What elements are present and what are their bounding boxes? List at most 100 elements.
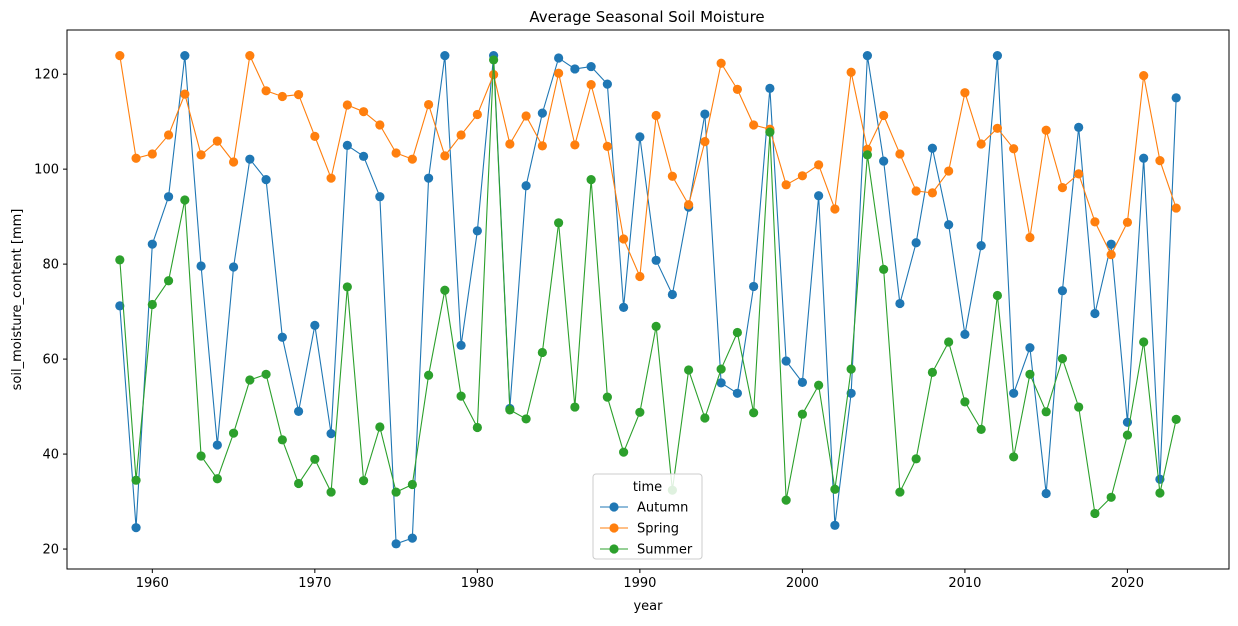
- series-line-autumn: [119, 55, 1177, 545]
- axes: 1960 1970 1980 1990 2000 2010 2020204060801001…: [34, 68, 1144, 591]
- data-point-summer: [115, 255, 125, 265]
- y-tick-label: 60: [42, 353, 59, 368]
- legend-label: Spring: [637, 522, 679, 537]
- y-tick-label: 100: [34, 163, 59, 178]
- x-tick-label: 2000: [786, 576, 819, 591]
- data-point-spring: [1025, 232, 1035, 243]
- data-point-summer: [992, 290, 1003, 301]
- data-point-spring: [976, 139, 986, 149]
- data-point-autumn: [1106, 239, 1116, 249]
- data-point-summer: [732, 327, 742, 338]
- data-point-summer: [424, 370, 434, 380]
- data-point-autumn: [879, 156, 889, 166]
- x-tick-label: 1970: [298, 576, 331, 591]
- data-point-spring: [180, 89, 190, 99]
- data-point-spring: [228, 157, 239, 167]
- data-point-summer: [1074, 402, 1084, 412]
- data-point-spring: [391, 148, 401, 158]
- data-point-autumn: [619, 302, 629, 312]
- data-point-summer: [862, 150, 873, 160]
- data-point-spring: [814, 160, 824, 170]
- data-point-spring: [1155, 155, 1165, 166]
- data-point-spring: [1106, 250, 1116, 260]
- data-point-summer: [391, 487, 401, 497]
- data-point-spring: [521, 111, 531, 121]
- data-point-spring: [554, 68, 564, 78]
- x-axis-label: year: [633, 599, 663, 614]
- data-point-summer: [1106, 492, 1116, 502]
- data-point-summer: [228, 428, 239, 438]
- data-point-spring: [1057, 183, 1068, 193]
- data-point-summer: [944, 337, 954, 347]
- data-point-autumn: [440, 51, 450, 61]
- data-point-spring: [830, 204, 840, 214]
- data-point-summer: [375, 422, 385, 432]
- data-point-spring: [960, 88, 970, 98]
- data-point-autumn: [1041, 488, 1051, 499]
- data-point-summer: [570, 402, 580, 412]
- data-point-spring: [846, 67, 856, 77]
- data-point-autumn: [424, 173, 434, 183]
- data-point-spring: [700, 137, 710, 147]
- data-point-spring: [716, 58, 726, 68]
- series-summer: [115, 55, 1181, 519]
- series-line-summer: [119, 59, 1177, 514]
- legend-item-spring: Spring: [600, 522, 679, 537]
- data-point-spring: [1074, 169, 1084, 179]
- data-point-spring: [879, 110, 889, 121]
- data-point-summer: [472, 422, 482, 433]
- data-point-summer: [879, 264, 889, 274]
- legend-label: Summer: [637, 543, 693, 558]
- data-point-summer: [651, 321, 661, 331]
- data-point-autumn: [228, 262, 239, 272]
- data-point-summer: [602, 392, 612, 402]
- data-point-autumn: [749, 281, 759, 292]
- data-point-autumn: [944, 220, 954, 230]
- data-point-summer: [911, 454, 921, 464]
- data-point-spring: [375, 120, 385, 130]
- data-point-autumn: [1074, 122, 1084, 132]
- data-point-autumn: [846, 388, 856, 398]
- data-point-spring: [570, 140, 580, 150]
- x-tick-label: 2020: [1111, 576, 1144, 591]
- data-point-summer: [537, 347, 547, 358]
- data-point-summer: [456, 391, 466, 401]
- data-point-autumn: [147, 239, 157, 249]
- data-point-autumn: [115, 301, 125, 311]
- data-point-summer: [716, 364, 726, 374]
- data-point-spring: [651, 110, 661, 121]
- data-point-autumn: [992, 51, 1003, 61]
- data-point-summer: [684, 365, 694, 375]
- data-point-autumn: [358, 151, 369, 161]
- legend-swatch-marker: [609, 544, 619, 554]
- data-point-summer: [180, 195, 190, 205]
- data-point-summer: [163, 276, 174, 286]
- data-point-autumn: [911, 238, 921, 248]
- x-tick-label: 2010: [948, 576, 981, 591]
- data-point-spring: [440, 151, 450, 161]
- x-tick-label: 1980: [461, 576, 494, 591]
- chart-title: Average Seasonal Soil Moisture: [529, 8, 764, 26]
- data-point-spring: [781, 180, 791, 190]
- data-point-summer: [293, 478, 304, 489]
- data-point-autumn: [1139, 153, 1149, 163]
- data-point-summer: [521, 414, 531, 424]
- data-point-summer: [1057, 354, 1068, 364]
- data-point-autumn: [797, 377, 807, 387]
- data-point-autumn: [293, 406, 304, 416]
- data-point-summer: [505, 405, 515, 415]
- y-tick-label: 120: [34, 68, 59, 83]
- data-point-summer: [358, 476, 369, 486]
- data-point-autumn: [895, 298, 905, 309]
- data-point-spring: [424, 99, 434, 110]
- data-point-summer: [895, 487, 905, 497]
- data-point-summer: [830, 484, 840, 494]
- data-point-autumn: [1090, 308, 1100, 319]
- data-point-summer: [1122, 430, 1133, 440]
- data-point-autumn: [667, 289, 677, 300]
- data-point-spring: [489, 70, 499, 80]
- data-point-summer: [781, 495, 791, 505]
- data-point-summer: [1041, 407, 1051, 417]
- data-point-summer: [212, 474, 222, 484]
